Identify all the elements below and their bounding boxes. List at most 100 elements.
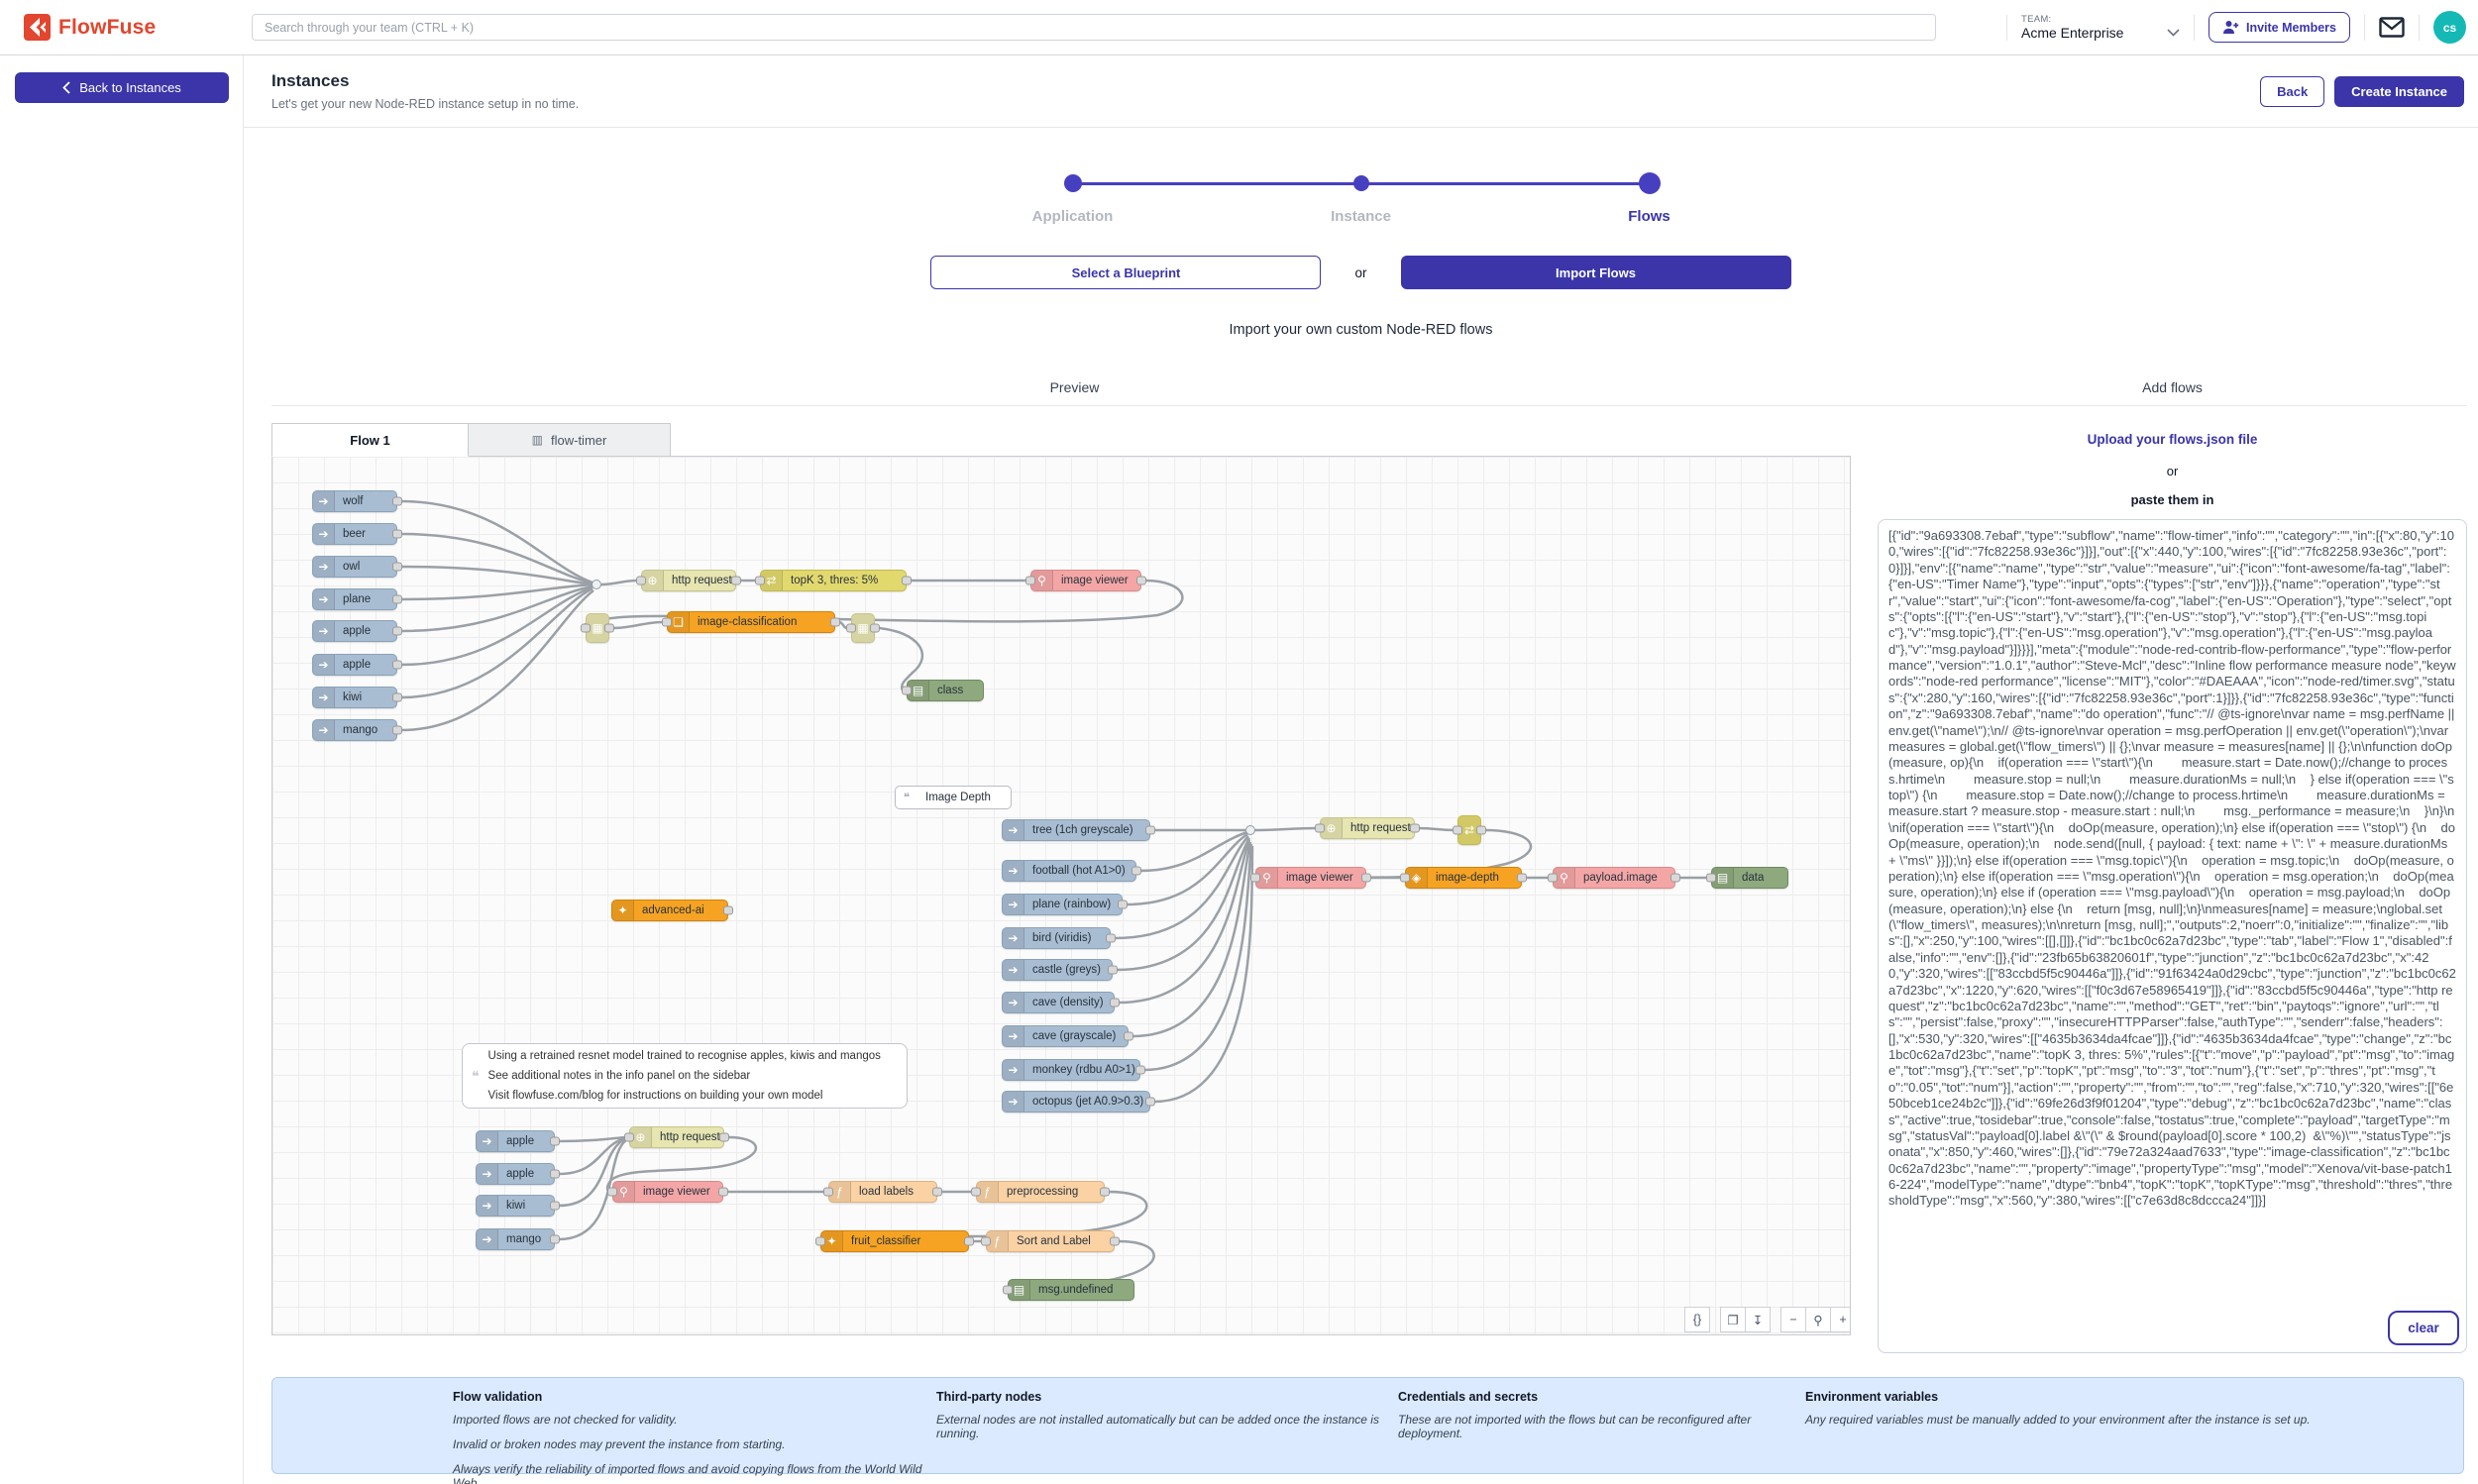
team-search-input[interactable] xyxy=(252,14,1936,41)
output-port[interactable] xyxy=(604,623,614,633)
input-port[interactable] xyxy=(1400,873,1410,883)
input-port[interactable] xyxy=(902,686,912,695)
flow-node-preprocessing[interactable]: ƒ preprocessing xyxy=(971,1181,1110,1203)
flow-node-monkey-rdbu-a0-1-[interactable]: ➔ monkey (rdbu A0>1) xyxy=(1002,1059,1145,1081)
wire-junction[interactable] xyxy=(592,580,601,589)
import-flows-button[interactable]: Import Flows xyxy=(1400,256,1791,289)
input-port[interactable] xyxy=(1003,1285,1013,1295)
output-port[interactable] xyxy=(1136,576,1146,585)
flow-node-sort-and-label[interactable]: ƒ Sort and Label xyxy=(981,1230,1120,1252)
flow-comment-box[interactable]: ❝ Using a retrained resnet model trained … xyxy=(462,1043,908,1109)
clear-button[interactable]: clear xyxy=(2388,1311,2459,1345)
flow-node-topk-3-thres-5-[interactable]: ⇄ topK 3, thres: 5% xyxy=(755,570,912,591)
flow-node-image-viewer[interactable]: ⚲ image viewer xyxy=(1250,867,1371,889)
output-port[interactable] xyxy=(1124,1031,1133,1041)
input-port[interactable] xyxy=(1453,825,1462,835)
flow-node-apple[interactable]: ➔ apple xyxy=(312,620,402,642)
flow-node-owl[interactable]: ➔ owl xyxy=(312,556,402,578)
notifications-button[interactable] xyxy=(2379,17,2405,38)
tab-flow-timer[interactable]: ▥ flow-timer xyxy=(468,423,671,457)
output-port[interactable] xyxy=(1135,1065,1145,1075)
output-port[interactable] xyxy=(550,1201,560,1211)
input-port[interactable] xyxy=(636,576,646,585)
flow-node-image-depth[interactable]: ◈ image-depth xyxy=(1400,867,1527,889)
upload-flows-link[interactable]: Upload your flows.json file xyxy=(2087,432,2258,447)
back-button[interactable]: Back xyxy=(2260,75,2325,107)
output-port[interactable] xyxy=(392,594,402,604)
flow-node-cave-grayscale-[interactable]: ➔ cave (grayscale) xyxy=(1002,1025,1133,1047)
output-port[interactable] xyxy=(392,660,402,670)
flow-node-payload-image[interactable]: ⚲ payload.image xyxy=(1548,867,1680,889)
flow-node-beer[interactable]: ➔ beer xyxy=(312,523,402,545)
canvas-zoom-button[interactable]: ⚲ xyxy=(1805,1307,1831,1332)
flow-editor-canvas[interactable]: ➔ wolf ➔ beer ➔ owl ➔ plane ➔ apple ➔ apple ➔ kiwi ➔ ma… xyxy=(271,456,1851,1335)
output-port[interactable] xyxy=(1517,873,1527,883)
flow-node-change[interactable]: ⇄ xyxy=(1453,815,1486,845)
output-port[interactable] xyxy=(1131,866,1141,876)
output-port[interactable] xyxy=(392,725,402,735)
input-port[interactable] xyxy=(1706,873,1716,883)
flow-node-http-request[interactable]: ⊕ http request xyxy=(624,1126,729,1148)
output-port[interactable] xyxy=(1110,1236,1120,1246)
canvas-plus-button[interactable]: + xyxy=(1830,1307,1850,1332)
output-port[interactable] xyxy=(932,1187,942,1197)
output-port[interactable] xyxy=(964,1236,974,1246)
output-port[interactable] xyxy=(550,1136,560,1146)
canvas-download-button[interactable]: ↧ xyxy=(1745,1307,1771,1332)
flow-node-apple[interactable]: ➔ apple xyxy=(476,1130,560,1152)
output-port[interactable] xyxy=(392,496,402,506)
output-port[interactable] xyxy=(550,1169,560,1179)
flow-node-image-viewer[interactable]: ⚲ image viewer xyxy=(1025,570,1146,591)
flow-node-http-request[interactable]: ⊕ http request xyxy=(636,570,741,591)
output-port[interactable] xyxy=(1410,823,1420,833)
flow-node-wolf[interactable]: ➔ wolf xyxy=(312,490,402,512)
output-port[interactable] xyxy=(1670,873,1680,883)
output-port[interactable] xyxy=(1118,900,1128,909)
output-port[interactable] xyxy=(392,692,402,702)
input-port[interactable] xyxy=(815,1236,825,1246)
flow-node-image-viewer[interactable]: ⚲ image viewer xyxy=(607,1181,728,1203)
flow-node-image-depth[interactable]: ❝ Image Depth xyxy=(895,786,1012,809)
chevron-down-icon[interactable] xyxy=(2167,29,2180,37)
flow-node-fruit-classifier[interactable]: ✦ fruit_classifier xyxy=(815,1230,974,1252)
user-avatar[interactable]: cs xyxy=(2433,11,2466,44)
input-port[interactable] xyxy=(1315,823,1325,833)
canvas-braces-button[interactable]: {} xyxy=(1684,1307,1710,1332)
flow-node-advanced-ai[interactable]: ✦ advanced-ai xyxy=(611,900,733,921)
input-port[interactable] xyxy=(755,576,765,585)
output-port[interactable] xyxy=(719,1132,729,1142)
output-port[interactable] xyxy=(392,626,402,636)
input-port[interactable] xyxy=(624,1132,634,1142)
output-port[interactable] xyxy=(1145,825,1155,835)
flow-node-castle-greys-[interactable]: ➔ castle (greys) xyxy=(1002,959,1118,981)
flow-node-http[interactable]: ▦ xyxy=(846,613,880,643)
flow-node-image-classification[interactable]: ❏ image-classification xyxy=(662,611,840,633)
flow-node-plane-rainbow-[interactable]: ➔ plane (rainbow) xyxy=(1002,894,1128,915)
input-port[interactable] xyxy=(846,623,856,633)
input-port[interactable] xyxy=(971,1187,981,1197)
flow-node-http-request[interactable]: ⊕ http request xyxy=(1315,817,1420,839)
input-port[interactable] xyxy=(823,1187,833,1197)
output-port[interactable] xyxy=(830,617,840,627)
flow-node-bird-viridis-[interactable]: ➔ bird (viridis) xyxy=(1002,927,1116,949)
output-port[interactable] xyxy=(1476,825,1486,835)
input-port[interactable] xyxy=(1548,873,1558,883)
output-port[interactable] xyxy=(392,562,402,572)
wire-junction[interactable] xyxy=(1245,825,1255,835)
input-port[interactable] xyxy=(662,617,672,627)
flowfuse-logo[interactable]: FlowFuse xyxy=(24,14,252,41)
output-port[interactable] xyxy=(1145,1097,1155,1107)
flow-node-octopus-jet-a0-9-0-3-[interactable]: ➔ octopus (jet A0.9>0.3) xyxy=(1002,1091,1155,1113)
flow-node-kiwi[interactable]: ➔ kiwi xyxy=(476,1195,560,1217)
output-port[interactable] xyxy=(1361,873,1371,883)
input-port[interactable] xyxy=(607,1187,617,1197)
invite-members-button[interactable]: Invite Members xyxy=(2208,12,2350,43)
canvas-minus-button[interactable]: − xyxy=(1780,1307,1806,1332)
output-port[interactable] xyxy=(718,1187,728,1197)
output-port[interactable] xyxy=(723,905,733,915)
flow-node-class[interactable]: ▤ class xyxy=(902,680,984,701)
output-port[interactable] xyxy=(550,1234,560,1244)
flow-node-mango[interactable]: ➔ mango xyxy=(476,1228,560,1250)
output-port[interactable] xyxy=(731,576,741,585)
output-port[interactable] xyxy=(1110,998,1120,1007)
